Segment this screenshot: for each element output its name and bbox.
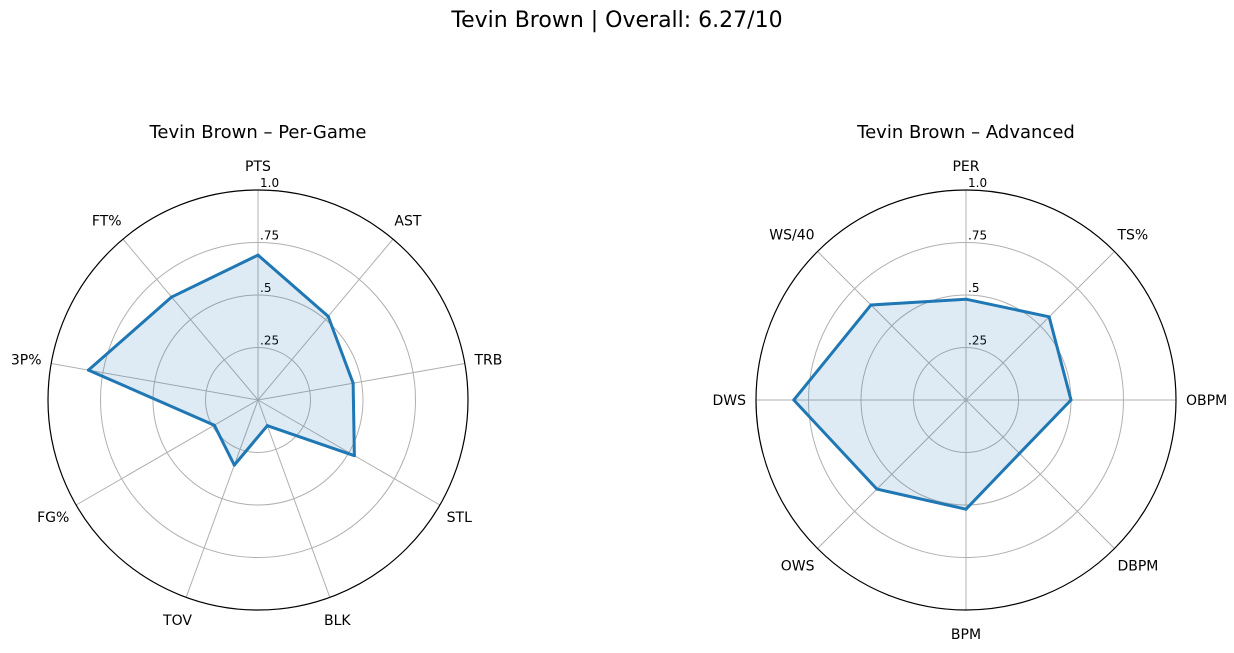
data-point-trb <box>351 381 355 385</box>
figure-title: Tevin Brown | Overall: 6.27/10 <box>451 8 783 33</box>
data-point-pts <box>256 253 260 257</box>
data-point-per <box>964 297 968 301</box>
data-point-dws <box>792 398 796 402</box>
data-point-blk <box>265 424 269 428</box>
axis-label-tov: TOV <box>162 613 192 629</box>
data-point-stl <box>352 454 356 458</box>
outer-frame <box>755 189 1177 611</box>
axis-label-per: PER <box>952 159 979 175</box>
axis-label-ws-40: WS/40 <box>769 228 814 244</box>
series-fill <box>88 255 355 466</box>
grid-spoke <box>965 251 1115 401</box>
axis-label-bpm: BPM <box>951 627 981 643</box>
axis-label-ast: AST <box>394 214 421 230</box>
grid-spoke <box>185 399 259 598</box>
data-point-ft% <box>170 295 174 299</box>
grid-spoke <box>817 251 967 401</box>
data-point-obpm <box>1069 398 1073 402</box>
data-point-dbpm <box>1017 451 1021 455</box>
data-point-fg% <box>212 423 216 427</box>
radial-tick-label: .75 <box>260 229 279 243</box>
axis-label-ows: OWS <box>781 558 815 574</box>
axis-label-trb: TRB <box>473 352 502 368</box>
axis-label-dbpm: DBPM <box>1117 558 1158 574</box>
grid-spoke <box>122 238 259 401</box>
chart-title: Tevin Brown – Advanced <box>856 122 1075 143</box>
radial-tick-label: 1.0 <box>968 176 987 190</box>
data-point-ws/40 <box>869 303 873 307</box>
chart-title: Tevin Brown – Per-Game <box>148 122 366 143</box>
radial-tick-label: .25 <box>260 334 279 348</box>
series-fill <box>793 299 1071 510</box>
data-point-bpm <box>964 507 968 511</box>
radial-tick-label: .5 <box>968 281 979 295</box>
grid-spoke <box>51 363 259 401</box>
grid-spoke <box>817 399 967 549</box>
axis-label-ts-: TS% <box>1116 228 1148 244</box>
grid-spoke <box>257 363 465 401</box>
grid-spoke <box>257 238 394 401</box>
axis-label-fg-: FG% <box>37 510 69 526</box>
outer-frame <box>47 189 469 611</box>
axis-label-dws: DWS <box>712 393 746 409</box>
axis-label-3p-: 3P% <box>11 352 42 368</box>
radial-tick-label: .75 <box>968 229 987 243</box>
axis-label-pts: PTS <box>245 159 271 175</box>
grid-spoke <box>75 399 259 506</box>
radial-tick-label: .5 <box>260 281 271 295</box>
axis-label-blk: BLK <box>324 613 351 629</box>
data-point-ts% <box>1047 315 1051 319</box>
radial-tick-label: 1.0 <box>260 176 279 190</box>
axis-label-stl: STL <box>447 510 472 526</box>
grid-spoke <box>965 399 1115 549</box>
radial-tick-label: .25 <box>968 334 987 348</box>
grid-spoke <box>257 399 331 598</box>
axis-label-ft-: FT% <box>92 214 122 230</box>
data-point-ast <box>326 314 330 318</box>
data-point-ows <box>875 487 879 491</box>
axis-label-obpm: OBPM <box>1186 393 1227 409</box>
series-line <box>86 253 356 467</box>
data-point-tov <box>232 463 236 467</box>
data-point-3p% <box>86 368 90 372</box>
